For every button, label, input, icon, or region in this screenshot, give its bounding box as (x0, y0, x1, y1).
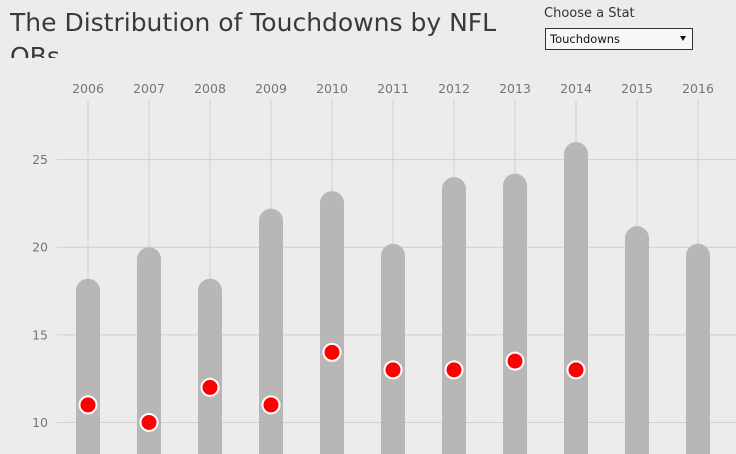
x-tick-label: 2012 (438, 81, 470, 96)
data-point (200, 377, 220, 397)
data-point (505, 351, 525, 371)
x-tick-label: 2008 (194, 81, 226, 96)
x-tick-label: 2009 (255, 81, 287, 96)
x-tick-label: 2007 (133, 81, 165, 96)
range-bar (686, 243, 710, 454)
range-bar (259, 208, 283, 454)
stat-select-value: Touchdowns (550, 32, 621, 46)
range-bar (381, 243, 405, 454)
tick-labels: 10 15 20 25 2006 2007 2008 2009 2010 2011 2012 2013… (32, 81, 714, 430)
dropdown-arrow-icon (680, 36, 686, 41)
x-tick-label: 2013 (499, 81, 531, 96)
y-tick-label: 15 (32, 327, 48, 342)
range-bar (503, 173, 527, 454)
x-tick-label: 2006 (72, 81, 104, 96)
data-point (566, 360, 586, 380)
y-tick-label: 25 (32, 152, 48, 167)
x-tick-label: 2015 (621, 81, 653, 96)
page-title: The Distribution of Touchdowns by NFL QB… (10, 8, 497, 58)
x-tick-label: 2010 (316, 81, 348, 96)
y-tick-label: 10 (32, 415, 48, 430)
data-point (78, 395, 98, 415)
range-bar (625, 226, 649, 454)
range-bar (442, 177, 466, 454)
data-point (383, 360, 403, 380)
data-point (444, 360, 464, 380)
stat-select[interactable]: Touchdowns (545, 28, 693, 50)
data-points (78, 342, 586, 432)
data-point (322, 342, 342, 362)
data-point (139, 412, 159, 432)
stat-select-label: Choose a Stat (544, 6, 635, 21)
range-bar (320, 191, 344, 454)
range-bar (198, 278, 222, 454)
range-bar (137, 247, 161, 454)
x-tick-label: 2016 (682, 81, 714, 96)
title-container: The Distribution of Touchdowns by NFL QB… (10, 6, 510, 58)
range-bar (76, 278, 100, 454)
x-tick-label: 2011 (377, 81, 409, 96)
x-tick-label: 2014 (560, 81, 592, 96)
data-point (261, 395, 281, 415)
range-bar (564, 142, 588, 454)
y-tick-label: 20 (32, 240, 48, 255)
